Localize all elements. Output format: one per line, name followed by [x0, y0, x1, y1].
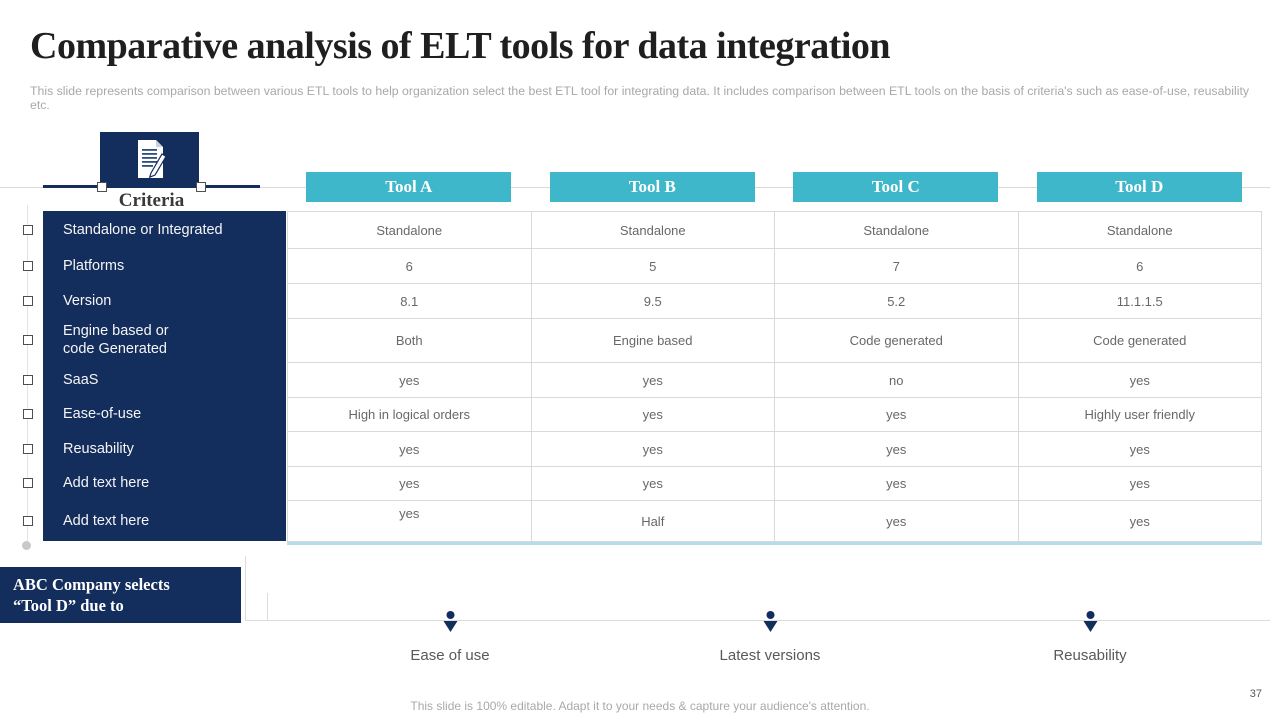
- conclusion-box[interactable]: ABC Company selects “Tool D” due to: [0, 567, 241, 623]
- criteria-label: Add text here: [63, 512, 150, 529]
- table-cell: yes: [775, 501, 1019, 542]
- table-cell: yes: [531, 467, 775, 501]
- tool-d-header[interactable]: Tool D: [1036, 172, 1242, 202]
- table-cell: Standalone: [775, 212, 1019, 249]
- reason-label: Latest versions: [719, 647, 821, 664]
- table-cell: Highly user friendly: [1018, 398, 1262, 432]
- connector-line-horizontal: [245, 620, 1270, 621]
- table-cell: 5: [531, 249, 775, 284]
- criteria-row: Standalone or Integrated: [23, 211, 286, 248]
- row-bullet-square[interactable]: [23, 224, 33, 235]
- tool-a-header[interactable]: Tool A: [306, 172, 512, 202]
- table-cell: yes: [1018, 432, 1262, 467]
- document-pen-icon: [137, 140, 167, 179]
- row-bullet-square[interactable]: [23, 409, 33, 419]
- reason-item: Latest versions: [680, 611, 860, 664]
- criteria-row: Platforms: [23, 248, 286, 283]
- slide-subtitle: This slide represents comparison between…: [30, 84, 1250, 112]
- table-cell: High in logical orders: [288, 398, 532, 432]
- reason-label: Ease of use: [410, 647, 490, 664]
- criteria-underline: [43, 185, 260, 188]
- table-cell: Code generated: [1018, 319, 1262, 363]
- shape-resize-handle-left[interactable]: [97, 182, 107, 192]
- row-bullet-square[interactable]: [23, 260, 33, 271]
- tool-c-header[interactable]: Tool C: [793, 172, 999, 202]
- table-cell: Standalone: [288, 212, 532, 249]
- pin-down-marker[interactable]: [763, 611, 778, 633]
- table-cell: 11.1.1.5: [1018, 284, 1262, 319]
- table-cell: Half: [531, 501, 775, 542]
- table-cell: 8.1: [288, 284, 532, 319]
- table-cell: yes: [1018, 501, 1262, 542]
- criteria-label: Add text here: [63, 475, 150, 491]
- table-cell: yes: [531, 432, 775, 467]
- page-number: 37: [1249, 688, 1262, 700]
- reason-item: Ease of use: [360, 611, 540, 664]
- criteria-label: SaaS: [63, 371, 99, 388]
- left-rail-end-dot: [22, 541, 31, 550]
- table-cell: Engine based: [531, 319, 775, 363]
- connector-line-vertical: [245, 556, 246, 620]
- table-cell: yes: [1018, 467, 1262, 501]
- table-cell: yes: [775, 398, 1019, 432]
- table-cell: 6: [288, 249, 532, 284]
- row-bullet-square[interactable]: [23, 335, 33, 345]
- table-cell: yes: [531, 398, 775, 432]
- table-cell: yes: [288, 467, 532, 501]
- row-bullet-square[interactable]: [23, 478, 33, 488]
- criteria-label: Ease-of-use: [63, 406, 142, 422]
- reason-item: Reusability: [1000, 611, 1180, 664]
- table-cell: Standalone: [531, 212, 775, 249]
- slide-title: Comparative analysis of ELT tools for da…: [30, 25, 891, 67]
- table-cell: 5.2: [775, 284, 1019, 319]
- table-cell: yes: [288, 363, 532, 398]
- tool-b-header[interactable]: Tool B: [549, 172, 755, 202]
- criteria-label: Platforms: [63, 257, 125, 274]
- pin-down-marker[interactable]: [443, 611, 458, 633]
- connector-line-step: [267, 593, 268, 620]
- criteria-panel[interactable]: Standalone or Integrated Platforms Versi…: [23, 211, 286, 541]
- table-cell: Code generated: [775, 319, 1019, 363]
- table-cell: yes: [775, 432, 1019, 467]
- table-cell: 7: [775, 249, 1019, 284]
- left-rail-line: [27, 205, 28, 543]
- table-cell: Standalone: [1018, 212, 1262, 249]
- criteria-label: Standalone or Integrated: [63, 221, 223, 238]
- pin-down-marker[interactable]: [1083, 611, 1098, 633]
- table-cell: yes: [288, 501, 532, 542]
- row-bullet-square[interactable]: [23, 515, 33, 526]
- table-cell: 9.5: [531, 284, 775, 319]
- criteria-row: Add text here: [23, 500, 286, 541]
- criteria-label: Version: [63, 292, 112, 309]
- criteria-row: Version: [23, 283, 286, 318]
- tool-header-row: Tool A Tool B Tool C Tool D: [287, 172, 1261, 202]
- comparison-grid: Standalone Standalone Standalone Standal…: [287, 211, 1262, 545]
- table-cell: yes: [1018, 363, 1262, 398]
- criteria-header: Criteria: [118, 190, 185, 211]
- criteria-row: Engine based or code Generated: [23, 318, 286, 362]
- criteria-row: SaaS: [23, 362, 286, 397]
- table-cell: Both: [288, 319, 532, 363]
- row-bullet-square[interactable]: [23, 443, 33, 454]
- conclusion-label: ABC Company selects “Tool D” due to: [13, 575, 170, 615]
- table-cell: yes: [775, 467, 1019, 501]
- shape-resize-handle-right[interactable]: [196, 182, 206, 192]
- reason-label: Reusability: [1053, 647, 1127, 664]
- row-bullet-square[interactable]: [23, 374, 33, 385]
- criteria-row: Reusability: [23, 431, 286, 466]
- criteria-row: Add text here: [23, 466, 286, 500]
- criteria-label: Engine based or code Generated: [63, 323, 169, 357]
- criteria-label: Reusability: [63, 440, 134, 457]
- footer-note: This slide is 100% editable. Adapt it to…: [410, 699, 870, 713]
- table-cell: yes: [531, 363, 775, 398]
- criteria-row: Ease-of-use: [23, 397, 286, 431]
- table-cell: yes: [288, 432, 532, 467]
- criteria-icon-box[interactable]: [100, 132, 199, 186]
- table-cell: 6: [1018, 249, 1262, 284]
- row-bullet-square[interactable]: [23, 295, 33, 306]
- table-cell: no: [775, 363, 1019, 398]
